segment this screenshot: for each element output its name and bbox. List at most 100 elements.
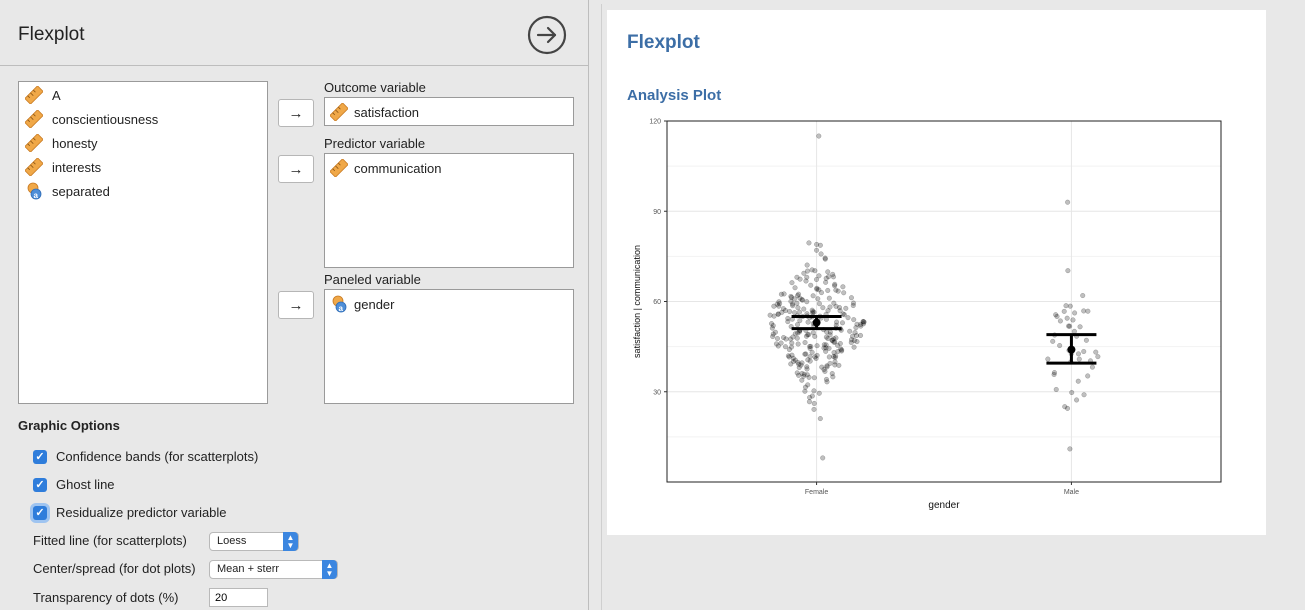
variable-item[interactable]: a separated [25,180,110,202]
data-point [829,337,835,343]
data-point [804,364,810,370]
data-point [811,400,817,406]
data-point [1053,312,1059,318]
transparency-input[interactable] [209,588,268,607]
data-point [1085,373,1091,379]
data-point [780,306,786,312]
variable-item[interactable]: honesty [25,132,98,154]
available-variables-list[interactable]: A conscientiousness honesty interests a … [18,81,268,404]
data-point [781,335,787,341]
predictor-variable-item[interactable]: communication [330,159,441,177]
paneled-variable-box[interactable]: a gender [324,289,574,404]
data-point [814,241,820,247]
outcome-variable-box[interactable]: satisfaction [324,97,574,126]
fitted-line-value: Loess [217,535,247,547]
data-point [1051,371,1057,378]
predictor-variable-box[interactable]: communication [324,153,574,268]
svg-text:a: a [339,304,344,313]
data-point [805,319,811,325]
scale-variable-icon [330,103,348,121]
residualize-predictor-checkbox[interactable]: ✓ Residualize predictor variable [33,505,227,520]
transparency-label: Transparency of dots (%) [33,590,179,605]
data-point [792,331,798,337]
data-point [1067,303,1073,309]
data-point [814,285,820,291]
paneled-variable-item[interactable]: a gender [330,295,394,313]
predictor-variable-label: Predictor variable [324,136,426,151]
data-point [794,274,800,280]
data-point [858,323,864,329]
fitted-line-select[interactable]: Loess ▲ ▼ [209,532,299,551]
checkmark-icon[interactable]: ✓ [33,449,47,464]
data-point [810,309,816,315]
data-point [1053,386,1059,393]
checkmark-icon[interactable]: ✓ [33,477,47,492]
variable-item[interactable]: A [25,84,61,106]
data-point [1072,310,1078,316]
data-point [802,384,809,390]
select-updown-icon: ▲ ▼ [322,560,337,579]
data-point [1076,356,1082,362]
data-point [801,306,807,312]
data-point [825,269,831,275]
data-point [805,357,811,363]
data-point [782,307,789,314]
checkmark-icon[interactable]: ✓ [33,505,47,520]
data-point [1081,308,1087,314]
y-tick-label: 120 [649,119,661,126]
ghost-line-checkbox[interactable]: ✓ Ghost line [33,477,115,492]
data-point [803,333,810,339]
outcome-variable-item[interactable]: satisfaction [330,103,419,121]
data-point [840,284,846,290]
data-point [1063,303,1069,309]
data-point [1045,356,1051,362]
data-point [789,280,795,286]
data-point [804,274,810,280]
move-to-outcome-button[interactable]: → [278,99,314,127]
data-point [797,318,803,324]
data-point [773,341,780,347]
data-point [1083,337,1089,343]
data-point [861,319,867,325]
data-point [832,355,838,361]
move-to-paneled-button[interactable]: → [278,291,314,319]
data-point [803,351,809,357]
y-tick-label: 60 [653,299,661,306]
variable-item[interactable]: conscientiousness [25,108,158,130]
data-point [771,303,777,309]
y-axis-label: satisfaction | communication [632,245,642,358]
data-point [820,455,826,461]
center-spread-select[interactable]: Mean + sterr ▲ ▼ [209,560,338,579]
center-spread-value: Mean + sterr [217,563,280,575]
data-point [777,301,783,307]
data-point [795,341,801,347]
data-point [806,240,812,246]
data-point [831,339,837,345]
scale-variable-icon [25,158,43,176]
data-point [808,343,814,349]
data-point [799,370,805,376]
y-tick-label: 30 [653,389,661,396]
data-point [1054,313,1060,320]
data-point [786,354,792,360]
data-point [789,340,795,346]
data-point [857,332,864,338]
confidence-bands-checkbox[interactable]: ✓ Confidence bands (for scatterplots) [33,449,258,464]
results-subtitle: Analysis Plot [627,87,722,104]
move-to-predictor-button[interactable]: → [278,155,314,183]
data-point [807,345,813,352]
data-point [1077,324,1083,330]
variable-item[interactable]: interests [25,156,101,178]
data-point [783,336,789,342]
checkbox-label: Confidence bands (for scatterplots) [56,449,259,464]
data-point [823,345,829,351]
data-point [815,296,821,302]
x-axis-label: gender [928,500,960,511]
data-point [823,334,829,340]
data-point [825,287,831,293]
data-point [831,300,837,306]
panel-title: Flexplot [18,24,85,45]
data-point [775,343,781,349]
arrow-right-circle-icon[interactable] [527,15,567,55]
data-point [830,374,836,380]
